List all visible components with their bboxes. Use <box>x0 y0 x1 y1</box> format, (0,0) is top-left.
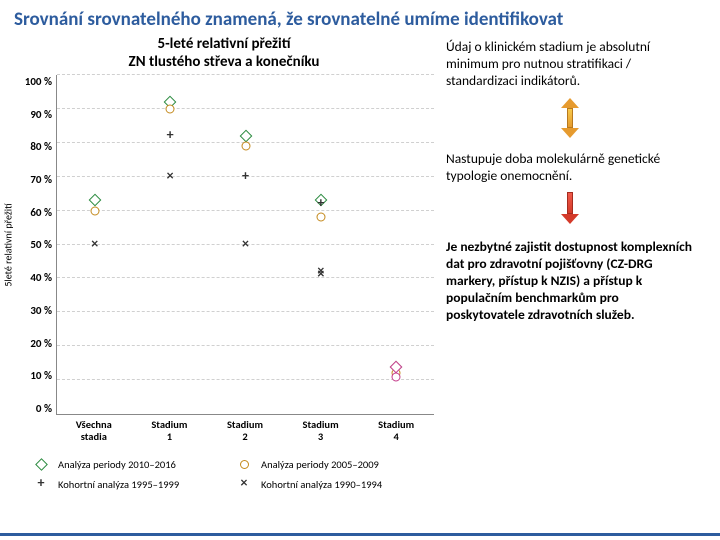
chart-panel: 5-leté relativní přežití ZN tlustého stř… <box>14 35 434 491</box>
x-tick: Všechnastadia <box>56 415 132 443</box>
data-point <box>90 206 99 215</box>
data-point: + <box>315 198 327 210</box>
x-tick: Stadium1 <box>132 415 208 443</box>
y-tick: 60 % <box>30 206 52 219</box>
data-point <box>166 104 175 113</box>
x-tick: Stadium4 <box>358 415 434 443</box>
para-2: Nastupuje doba molekulárně genetické typ… <box>446 151 694 185</box>
data-point: × <box>315 266 327 278</box>
data-point: + <box>240 171 252 183</box>
legend-marker: + <box>34 477 48 491</box>
chart-title: 5-leté relativní přežití ZN tlustého stř… <box>14 35 434 71</box>
para-1: Údaj o klinickém stadium je absolutní mi… <box>446 39 694 90</box>
data-point: × <box>89 239 101 251</box>
legend-marker <box>34 457 48 471</box>
x-ticks: VšechnastadiaStadium1Stadium2Stadium3Sta… <box>56 415 434 443</box>
y-tick: 80 % <box>30 140 52 153</box>
x-tick: Stadium2 <box>207 415 283 443</box>
footer-bar <box>0 533 720 536</box>
y-axis-label: 5leté relativní přežití <box>2 203 15 286</box>
data-point: × <box>240 239 252 251</box>
legend-label: Kohortní analýza 1990–1994 <box>261 478 434 491</box>
y-tick: 90 % <box>30 108 52 121</box>
legend-label: Analýza periody 2005–2009 <box>261 458 434 471</box>
y-tick: 100 % <box>25 75 52 88</box>
y-tick: 20 % <box>30 337 52 350</box>
y-tick: 70 % <box>30 173 52 186</box>
legend-label: Analýza periody 2010–2016 <box>58 458 231 471</box>
legend-label: Kohortní analýza 1995–1999 <box>58 478 231 491</box>
y-tick: 30 % <box>30 304 52 317</box>
y-tick: 50 % <box>30 238 52 251</box>
x-tick: Stadium3 <box>283 415 359 443</box>
y-tick: 40 % <box>30 271 52 284</box>
plot-area: +++××××× <box>56 75 434 415</box>
chart-area: 5leté relativní přežití 100 %90 %80 %70 … <box>14 75 434 415</box>
data-point <box>392 372 401 381</box>
y-tick: 10 % <box>30 369 52 382</box>
legend: Analýza periody 2010–2016 Analýza periody… <box>34 457 434 491</box>
double-arrow-icon <box>446 98 694 143</box>
data-point <box>88 194 101 207</box>
data-point <box>239 130 252 143</box>
legend-marker: × <box>237 477 251 491</box>
y-tick: 0 % <box>36 402 52 415</box>
slide-title: Srovnání srovnatelného znamená, že srovn… <box>0 0 720 35</box>
data-point <box>316 213 325 222</box>
legend-marker <box>237 457 251 471</box>
y-ticks: 100 % 90 % 80 % 70 % 60 % 50 % 40 % 30 % 20 % 10 … <box>14 75 56 415</box>
text-panel: Údaj o klinickém stadium je absolutní mi… <box>434 35 694 491</box>
data-point <box>241 142 250 151</box>
chart-title-line2: ZN tlustého střeva a konečníku <box>129 53 320 71</box>
down-arrow-icon <box>446 192 694 231</box>
para-3: Je nezbytné zajistit dostupnost komplexn… <box>446 239 694 323</box>
data-point: + <box>164 130 176 142</box>
data-point: × <box>164 171 176 183</box>
chart-title-line1: 5-leté relativní přežití <box>157 35 290 53</box>
